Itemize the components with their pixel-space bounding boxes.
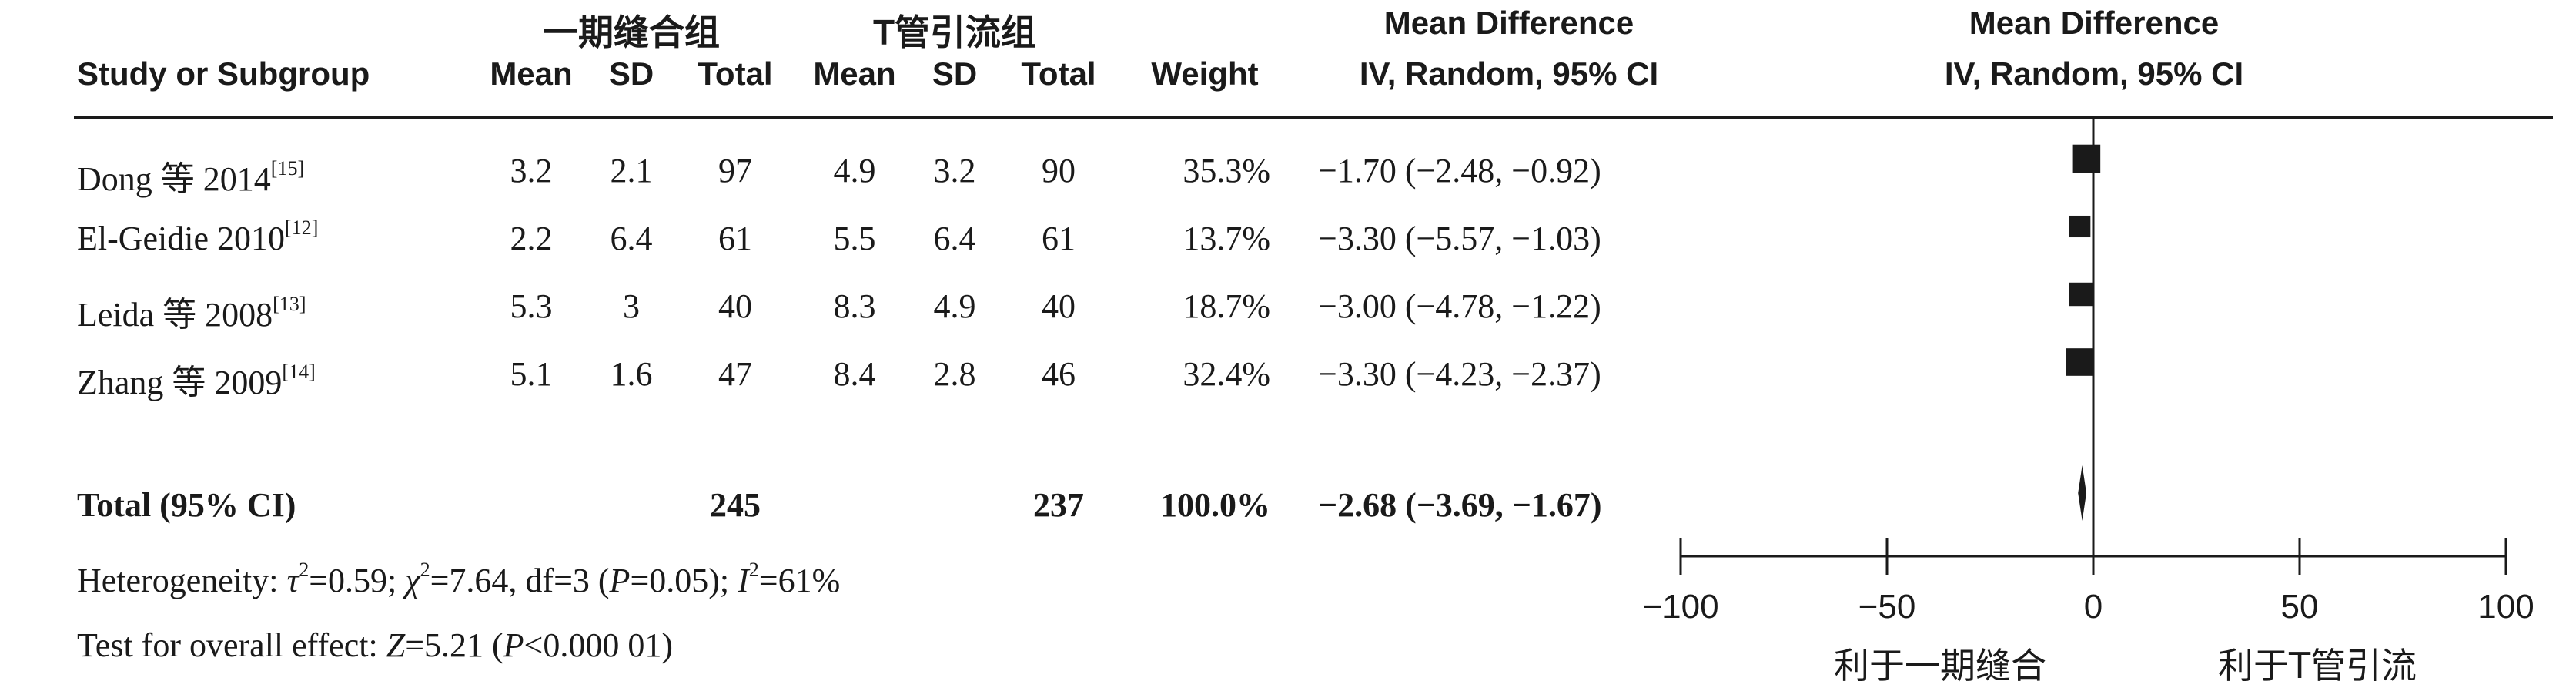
total2-cell: 90 xyxy=(1042,152,1076,190)
col-mean1-header: Mean xyxy=(490,55,573,92)
group2-title: T管引流组 xyxy=(872,12,1037,52)
plot-method-header: IV, Random, 95% CI xyxy=(1944,55,2244,92)
mean1-cell: 5.3 xyxy=(510,287,553,325)
col-md-method-header: IV, Random, 95% CI xyxy=(1359,55,1659,92)
study-point xyxy=(2069,215,2091,238)
col-mean2-header: Mean xyxy=(813,55,896,92)
x-tick-label: 0 xyxy=(2084,588,2103,626)
sd1-cell: 6.4 xyxy=(610,220,653,257)
mean1-cell: 2.2 xyxy=(510,220,553,257)
ci-cell: −3.30 (−4.23, −2.37) xyxy=(1318,355,1601,393)
total-ci: −2.68 (−3.69, −1.67) xyxy=(1318,486,1602,524)
x-tick-label: −100 xyxy=(1642,588,1718,626)
favours-right-label: 利于T管引流 xyxy=(2218,645,2417,686)
total2-sum: 237 xyxy=(1033,486,1084,524)
mean1-cell: 5.1 xyxy=(510,355,553,393)
weight-cell: 35.3% xyxy=(1183,152,1270,190)
sd1-cell: 1.6 xyxy=(610,355,653,393)
col-weight-header: Weight xyxy=(1151,55,1259,92)
sd2-cell: 4.9 xyxy=(933,287,976,325)
sd2-cell: 6.4 xyxy=(933,220,976,257)
sd1-cell: 3 xyxy=(623,287,640,325)
total2-cell: 46 xyxy=(1042,355,1076,393)
total-label: Total (95% CI) xyxy=(77,486,296,524)
col-sd2-header: SD xyxy=(932,55,978,92)
ci-cell: −3.00 (−4.78, −1.22) xyxy=(1318,287,1601,325)
header-rule xyxy=(74,116,2553,119)
sd1-cell: 2.1 xyxy=(610,152,653,190)
col-study-header: Study or Subgroup xyxy=(77,55,370,92)
total-weight: 100.0% xyxy=(1160,486,1270,524)
study-point xyxy=(2072,144,2101,173)
total2-cell: 61 xyxy=(1042,220,1076,257)
x-tick-label: −50 xyxy=(1858,588,1916,626)
x-tick-label: 50 xyxy=(2281,588,2319,626)
col-total2-header: Total xyxy=(1021,55,1096,92)
total1-cell: 97 xyxy=(718,152,752,190)
overall-effect-text: Test for overall effect: Z=5.21 (P<0.000… xyxy=(77,626,674,664)
sd2-cell: 3.2 xyxy=(933,152,976,190)
heterogeneity-text: Heterogeneity: τ2=0.59; χ2=7.64, df=3 (P… xyxy=(77,559,841,600)
sd2-cell: 2.8 xyxy=(933,355,976,393)
mean2-cell: 8.3 xyxy=(833,287,876,325)
mean2-cell: 4.9 xyxy=(833,152,876,190)
weight-cell: 18.7% xyxy=(1183,287,1270,325)
col-total1-header: Total xyxy=(698,55,773,92)
weight-cell: 32.4% xyxy=(1183,355,1270,393)
study-name: Dong 等 2014[15] xyxy=(77,157,305,199)
total1-cell: 40 xyxy=(718,287,752,325)
total1-sum: 245 xyxy=(710,486,761,524)
ci-cell: −1.70 (−2.48, −0.92) xyxy=(1318,152,1601,190)
study-point xyxy=(2069,282,2093,307)
x-tick-label: 100 xyxy=(2477,588,2534,626)
md-column-title: Mean Difference xyxy=(1383,5,1634,41)
total2-cell: 40 xyxy=(1042,287,1076,325)
pooled-diamond xyxy=(2078,465,2087,521)
mean2-cell: 5.5 xyxy=(833,220,876,257)
col-sd1-header: SD xyxy=(608,55,654,92)
plot-title: Mean Difference xyxy=(1969,5,2220,41)
total1-cell: 61 xyxy=(718,220,752,257)
ci-cell: −3.30 (−5.57, −1.03) xyxy=(1318,220,1601,257)
favours-left-label: 利于一期缝合 xyxy=(1834,645,2046,686)
weight-cell: 13.7% xyxy=(1183,220,1270,257)
group1-title: 一期缝合组 xyxy=(543,12,720,52)
mean1-cell: 3.2 xyxy=(510,152,553,190)
total1-cell: 47 xyxy=(718,355,752,393)
study-name: Zhang 等 2009[14] xyxy=(77,361,316,402)
mean2-cell: 8.4 xyxy=(833,355,876,393)
study-point xyxy=(2066,348,2094,376)
study-name: Leida 等 2008[13] xyxy=(77,293,306,334)
study-name: El-Geidie 2010[12] xyxy=(77,216,319,258)
